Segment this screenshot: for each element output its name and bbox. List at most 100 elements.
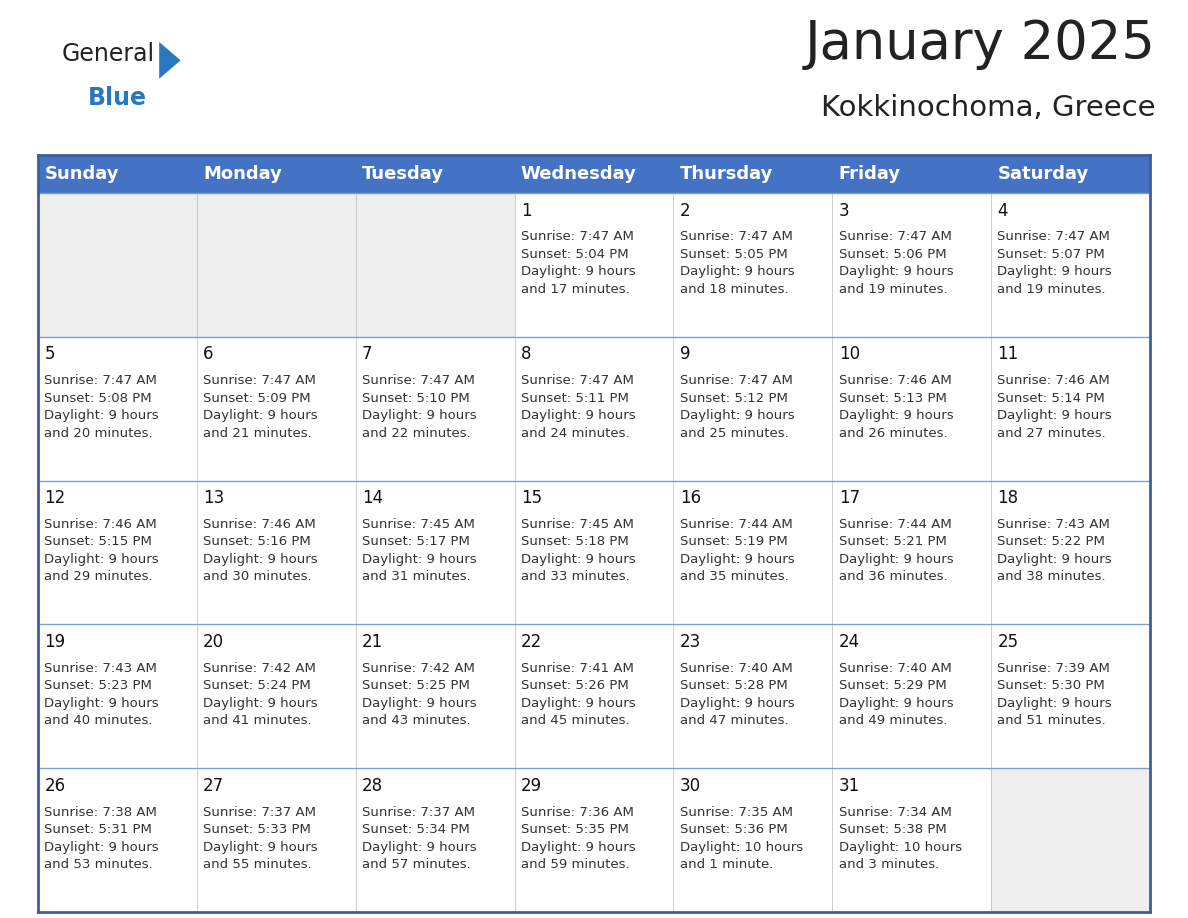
Text: Monday: Monday [203, 165, 282, 183]
Bar [991, 337, 1150, 481]
Text: January 2025: January 2025 [805, 18, 1156, 70]
Bar [833, 193, 991, 337]
Text: 24: 24 [839, 633, 860, 651]
Bar [514, 624, 674, 768]
Text: Thursday: Thursday [680, 165, 773, 183]
Bar [355, 155, 514, 193]
Text: 28: 28 [362, 777, 384, 795]
Bar [514, 768, 674, 912]
Text: Sunrise: 7:46 AM
Sunset: 5:14 PM
Daylight: 9 hours
and 27 minutes.: Sunrise: 7:46 AM Sunset: 5:14 PM Dayligh… [998, 375, 1112, 440]
Text: Friday: Friday [839, 165, 901, 183]
Text: 27: 27 [203, 777, 225, 795]
Text: Sunrise: 7:47 AM
Sunset: 5:12 PM
Daylight: 9 hours
and 25 minutes.: Sunrise: 7:47 AM Sunset: 5:12 PM Dayligh… [680, 375, 795, 440]
Bar [355, 337, 514, 481]
Text: Sunrise: 7:46 AM
Sunset: 5:15 PM
Daylight: 9 hours
and 29 minutes.: Sunrise: 7:46 AM Sunset: 5:15 PM Dayligh… [44, 518, 159, 584]
Text: 23: 23 [680, 633, 701, 651]
Text: Sunrise: 7:47 AM
Sunset: 5:08 PM
Daylight: 9 hours
and 20 minutes.: Sunrise: 7:47 AM Sunset: 5:08 PM Dayligh… [44, 375, 159, 440]
Text: Sunrise: 7:47 AM
Sunset: 5:10 PM
Daylight: 9 hours
and 22 minutes.: Sunrise: 7:47 AM Sunset: 5:10 PM Dayligh… [362, 375, 476, 440]
Text: Sunrise: 7:40 AM
Sunset: 5:28 PM
Daylight: 9 hours
and 47 minutes.: Sunrise: 7:40 AM Sunset: 5:28 PM Dayligh… [680, 662, 795, 727]
Text: Sunrise: 7:45 AM
Sunset: 5:17 PM
Daylight: 9 hours
and 31 minutes.: Sunrise: 7:45 AM Sunset: 5:17 PM Dayligh… [362, 518, 476, 584]
Text: 19: 19 [44, 633, 65, 651]
Text: Sunrise: 7:44 AM
Sunset: 5:21 PM
Daylight: 9 hours
and 36 minutes.: Sunrise: 7:44 AM Sunset: 5:21 PM Dayligh… [839, 518, 953, 584]
Bar [355, 193, 514, 337]
Bar [514, 481, 674, 624]
Text: Sunrise: 7:34 AM
Sunset: 5:38 PM
Daylight: 10 hours
and 3 minutes.: Sunrise: 7:34 AM Sunset: 5:38 PM Dayligh… [839, 806, 962, 871]
Text: Sunrise: 7:37 AM
Sunset: 5:34 PM
Daylight: 9 hours
and 57 minutes.: Sunrise: 7:37 AM Sunset: 5:34 PM Dayligh… [362, 806, 476, 871]
Bar [514, 193, 674, 337]
Bar [197, 155, 355, 193]
Text: 6: 6 [203, 345, 214, 364]
Bar [38, 193, 197, 337]
Text: 29: 29 [520, 777, 542, 795]
Bar [197, 768, 355, 912]
Text: Sunrise: 7:39 AM
Sunset: 5:30 PM
Daylight: 9 hours
and 51 minutes.: Sunrise: 7:39 AM Sunset: 5:30 PM Dayligh… [998, 662, 1112, 727]
Text: Sunrise: 7:37 AM
Sunset: 5:33 PM
Daylight: 9 hours
and 55 minutes.: Sunrise: 7:37 AM Sunset: 5:33 PM Dayligh… [203, 806, 318, 871]
Text: 4: 4 [998, 202, 1007, 219]
Bar [674, 337, 833, 481]
Text: 11: 11 [998, 345, 1019, 364]
Bar [991, 193, 1150, 337]
Text: Sunrise: 7:38 AM
Sunset: 5:31 PM
Daylight: 9 hours
and 53 minutes.: Sunrise: 7:38 AM Sunset: 5:31 PM Dayligh… [44, 806, 159, 871]
Bar [514, 337, 674, 481]
Text: Sunrise: 7:47 AM
Sunset: 5:11 PM
Daylight: 9 hours
and 24 minutes.: Sunrise: 7:47 AM Sunset: 5:11 PM Dayligh… [520, 375, 636, 440]
Text: 20: 20 [203, 633, 225, 651]
Bar [38, 768, 197, 912]
Bar [514, 155, 674, 193]
Text: 22: 22 [520, 633, 542, 651]
Bar [991, 155, 1150, 193]
Text: Sunrise: 7:47 AM
Sunset: 5:05 PM
Daylight: 9 hours
and 18 minutes.: Sunrise: 7:47 AM Sunset: 5:05 PM Dayligh… [680, 230, 795, 296]
Text: 30: 30 [680, 777, 701, 795]
Text: 31: 31 [839, 777, 860, 795]
Bar [674, 768, 833, 912]
Text: 5: 5 [44, 345, 55, 364]
Bar [38, 337, 197, 481]
Bar [355, 624, 514, 768]
Bar [833, 337, 991, 481]
Text: Sunrise: 7:46 AM
Sunset: 5:16 PM
Daylight: 9 hours
and 30 minutes.: Sunrise: 7:46 AM Sunset: 5:16 PM Dayligh… [203, 518, 318, 584]
Text: 3: 3 [839, 202, 849, 219]
Text: Sunrise: 7:47 AM
Sunset: 5:06 PM
Daylight: 9 hours
and 19 minutes.: Sunrise: 7:47 AM Sunset: 5:06 PM Dayligh… [839, 230, 953, 296]
Text: Kokkinochoma, Greece: Kokkinochoma, Greece [821, 95, 1156, 122]
Bar [38, 624, 197, 768]
Text: 9: 9 [680, 345, 690, 364]
Text: Sunrise: 7:45 AM
Sunset: 5:18 PM
Daylight: 9 hours
and 33 minutes.: Sunrise: 7:45 AM Sunset: 5:18 PM Dayligh… [520, 518, 636, 584]
Bar [991, 624, 1150, 768]
Text: Sunday: Sunday [44, 165, 119, 183]
Bar [833, 768, 991, 912]
Text: Sunrise: 7:44 AM
Sunset: 5:19 PM
Daylight: 9 hours
and 35 minutes.: Sunrise: 7:44 AM Sunset: 5:19 PM Dayligh… [680, 518, 795, 584]
Bar [833, 155, 991, 193]
Text: Blue: Blue [88, 86, 147, 110]
Text: 1: 1 [520, 202, 531, 219]
Text: Sunrise: 7:35 AM
Sunset: 5:36 PM
Daylight: 10 hours
and 1 minute.: Sunrise: 7:35 AM Sunset: 5:36 PM Dayligh… [680, 806, 803, 871]
Bar [38, 481, 197, 624]
Bar [674, 481, 833, 624]
Bar [197, 193, 355, 337]
Text: Sunrise: 7:42 AM
Sunset: 5:25 PM
Daylight: 9 hours
and 43 minutes.: Sunrise: 7:42 AM Sunset: 5:25 PM Dayligh… [362, 662, 476, 727]
Bar [197, 481, 355, 624]
Polygon shape [159, 42, 181, 79]
Text: Sunrise: 7:43 AM
Sunset: 5:22 PM
Daylight: 9 hours
and 38 minutes.: Sunrise: 7:43 AM Sunset: 5:22 PM Dayligh… [998, 518, 1112, 584]
Bar [674, 155, 833, 193]
Text: 17: 17 [839, 489, 860, 508]
Bar [991, 481, 1150, 624]
Bar [833, 481, 991, 624]
Text: Sunrise: 7:47 AM
Sunset: 5:09 PM
Daylight: 9 hours
and 21 minutes.: Sunrise: 7:47 AM Sunset: 5:09 PM Dayligh… [203, 375, 318, 440]
Text: 2: 2 [680, 202, 690, 219]
Text: Saturday: Saturday [998, 165, 1088, 183]
Text: 15: 15 [520, 489, 542, 508]
Text: Sunrise: 7:40 AM
Sunset: 5:29 PM
Daylight: 9 hours
and 49 minutes.: Sunrise: 7:40 AM Sunset: 5:29 PM Dayligh… [839, 662, 953, 727]
Text: 8: 8 [520, 345, 531, 364]
Text: 10: 10 [839, 345, 860, 364]
Text: Wednesday: Wednesday [520, 165, 637, 183]
Bar [674, 193, 833, 337]
Bar [355, 481, 514, 624]
Bar [355, 768, 514, 912]
Text: Sunrise: 7:41 AM
Sunset: 5:26 PM
Daylight: 9 hours
and 45 minutes.: Sunrise: 7:41 AM Sunset: 5:26 PM Dayligh… [520, 662, 636, 727]
Text: Sunrise: 7:46 AM
Sunset: 5:13 PM
Daylight: 9 hours
and 26 minutes.: Sunrise: 7:46 AM Sunset: 5:13 PM Dayligh… [839, 375, 953, 440]
Bar [197, 337, 355, 481]
Text: 18: 18 [998, 489, 1018, 508]
Text: Sunrise: 7:36 AM
Sunset: 5:35 PM
Daylight: 9 hours
and 59 minutes.: Sunrise: 7:36 AM Sunset: 5:35 PM Dayligh… [520, 806, 636, 871]
Text: Sunrise: 7:42 AM
Sunset: 5:24 PM
Daylight: 9 hours
and 41 minutes.: Sunrise: 7:42 AM Sunset: 5:24 PM Dayligh… [203, 662, 318, 727]
Text: Sunrise: 7:43 AM
Sunset: 5:23 PM
Daylight: 9 hours
and 40 minutes.: Sunrise: 7:43 AM Sunset: 5:23 PM Dayligh… [44, 662, 159, 727]
Text: 7: 7 [362, 345, 373, 364]
